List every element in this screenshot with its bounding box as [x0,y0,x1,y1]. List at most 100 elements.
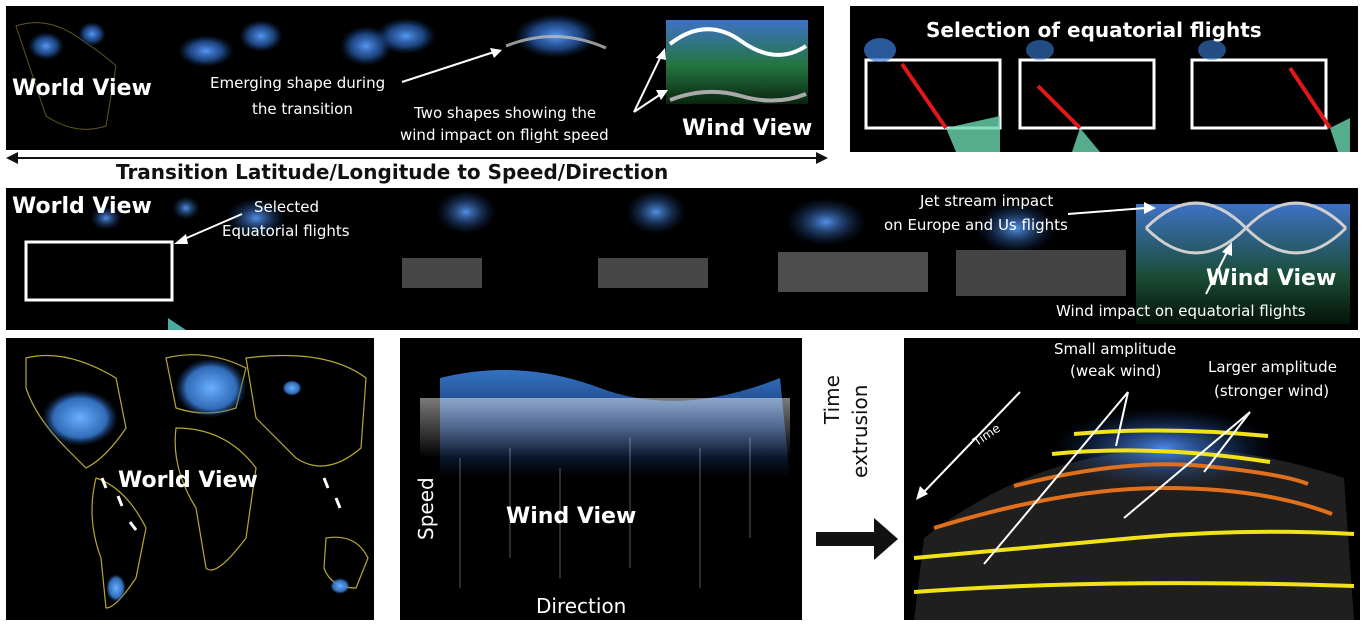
extrusion-arrow-head [874,518,898,560]
selected-flights-frame [24,240,174,302]
time-axis-arrow-head [916,486,928,500]
middle-cluster-3 [226,198,286,238]
selection-cone-3 [1330,118,1350,152]
world-map-outline [15,22,117,130]
transition-caption: Transition Latitude/Longitude to Speed/D… [116,160,669,184]
middle-cluster-5 [626,190,686,234]
transition-cluster-1 [178,35,234,67]
selection-frame-2 [1018,58,1156,130]
small-arrow-1 [983,391,1129,565]
time-label: Time [820,375,844,424]
selection-cluster-3 [1198,40,1226,60]
middle-wind-view-label: Wind View [1206,266,1337,291]
larger-arrow-2 [1203,411,1251,473]
us-flight-cluster [42,390,118,446]
selected-label-line2: Equatorial flights [222,222,350,240]
small-amplitude-line1: Small amplitude [1054,340,1177,358]
flight-cluster-americas [28,32,64,60]
middle-cluster-7 [976,202,1056,254]
south-america-outline [91,477,147,609]
wind-curve-lower [669,89,807,103]
emerging-label-line2: the transition [252,100,353,118]
extruded-view-panel: Small amplitude (weak wind) Larger ampli… [904,338,1360,620]
arrow-wind-impact [1205,249,1229,295]
emerging-curve [505,34,607,50]
transition-arrow-left-head [6,152,18,164]
top-world-view-label: World View [12,76,152,101]
arrow-selected [181,213,243,241]
wind-view-graphics [420,370,790,588]
arrow-emerging-head [490,48,502,58]
arrow-shape-upper [633,55,662,113]
bottom-wind-view-label: Wind View [506,504,637,529]
arrow-wind-impact-head [1222,242,1232,256]
larger-amplitude-line1: Larger amplitude [1208,358,1337,376]
selection-graphics [864,38,1350,152]
selection-cluster-2 [1026,40,1054,60]
speckle-band-1 [402,258,482,288]
equatorial-flights-marks [100,477,342,531]
selected-label-line1: Selected [254,198,320,216]
top-strip-graphics [15,14,808,130]
arrow-jet-head [1144,202,1156,214]
small-amplitude-line2: (weak wind) [1070,362,1162,380]
selection-red-line-2 [1036,84,1082,130]
transition-cluster-2 [239,20,283,52]
arrow-shape-lower-head [656,90,668,100]
africa-outline [174,427,257,571]
selection-cone-2 [1072,128,1100,152]
extruded-graphics [913,391,1355,620]
larger-amplitude-line2: (stronger wind) [1214,382,1330,400]
australia-outline [323,536,369,589]
asia-outline [245,354,367,467]
wind-impact-label: Wind impact on equatorial flights [1056,302,1306,320]
speed-streaks [459,438,751,588]
top-strip-panel: World View Emerging shape during the tra… [6,6,824,150]
north-america-outline [25,355,127,469]
selection-red-line-1 [900,62,948,130]
two-shapes-label-line1: Two shapes showing the [414,104,597,122]
top-wind-view-label: Wind View [682,116,813,141]
bottom-world-view-label: World View [118,468,258,493]
transition-cluster-4 [376,18,436,54]
middle-strip-panel: World View Selected Equatorial flights J… [6,188,1358,330]
asia-flight-cluster [282,380,302,396]
selection-cluster-1 [864,38,896,62]
wind-view-panel: Speed Wind View Direction [400,338,802,620]
world-view-panel: World View [6,338,374,620]
selection-cone-1 [946,116,1000,152]
middle-world-view-label: World View [12,194,152,219]
south-america-flight-cluster [106,574,126,602]
speckle-band-3 [778,252,928,292]
selection-red-line-3 [1288,66,1332,130]
small-arrow-2 [1115,391,1129,447]
middle-cluster-4 [436,190,496,234]
middle-strip-graphics [24,190,1350,330]
transition-arrow-right-head [816,152,828,164]
arrow-emerging [401,51,495,83]
wind-curve-upper [668,27,808,57]
speckle-band-4 [956,250,1126,296]
orange-curve-1 [1013,462,1309,488]
arrow-shape-upper-head [656,48,666,60]
direction-axis-label: Direction [536,594,627,618]
time-axis-arrow [921,391,1021,495]
jet-label-line1: Jet stream impact [920,192,1054,210]
jet-label-line2: on Europe and Us flights [884,216,1068,234]
emerging-label-line1: Emerging shape during [210,74,386,92]
arrow-jet [1067,207,1147,215]
orange-curve-2 [933,485,1333,530]
selection-frame-1 [864,58,1002,130]
speckle-band-2 [598,258,708,288]
wind-shape-lower [1144,201,1348,255]
middle-cone [168,318,186,330]
flight-cluster-europe [78,22,106,46]
yellow-curve-3 [913,529,1355,560]
selection-frame-3 [1190,58,1328,130]
europe-flight-cluster [175,358,247,418]
selection-panel: Selection of equatorial flights [850,6,1358,152]
selection-title: Selection of equatorial flights [926,18,1262,42]
middle-cluster-1 [90,206,122,230]
speed-axis-label: Speed [414,477,438,540]
white-speed-band [420,398,790,458]
